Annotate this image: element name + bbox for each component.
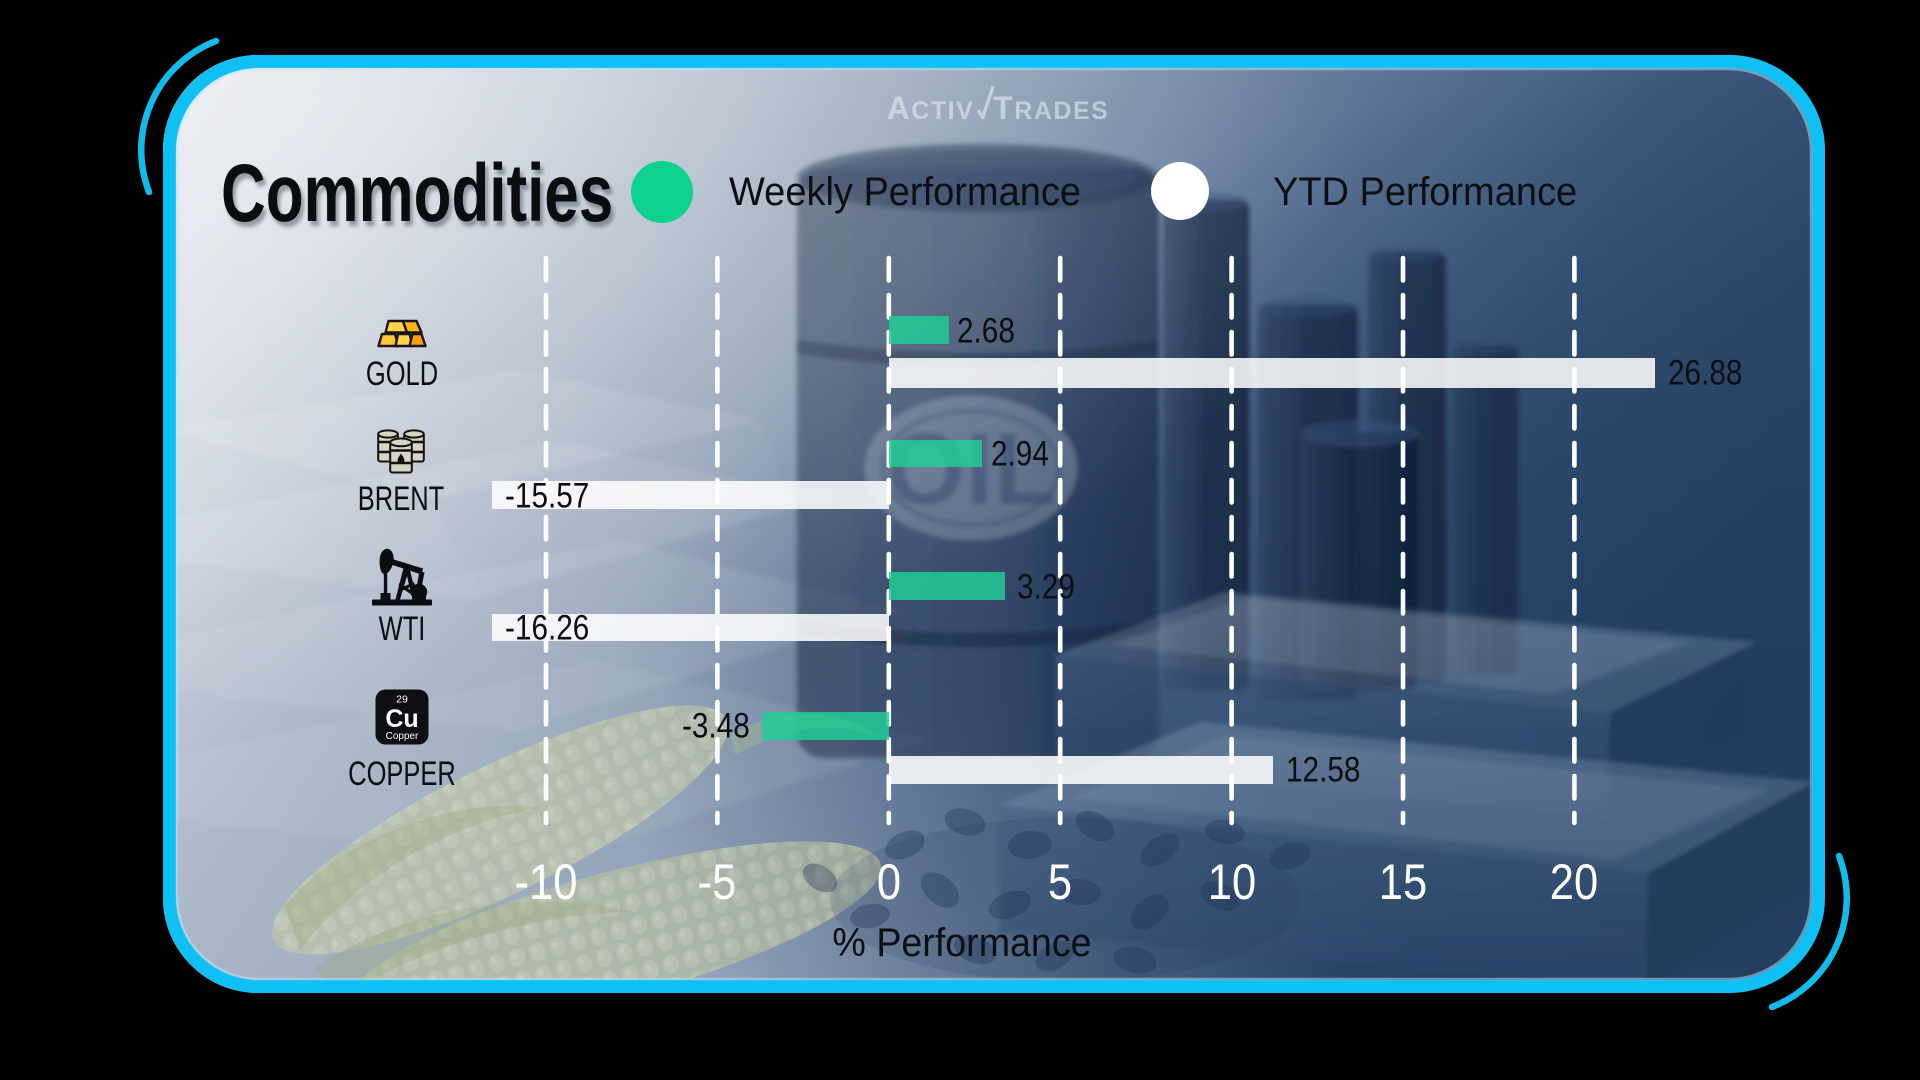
card-border	[163, 55, 1825, 993]
ytd-bar-brent	[491, 481, 889, 509]
x-tick-label: 0	[876, 854, 901, 910]
weekly-bar-gold	[889, 316, 949, 344]
category-label-gold: GOLD	[365, 355, 439, 393]
category-label-wti: WTI	[378, 610, 426, 648]
ytd-bar-wti	[491, 614, 889, 641]
weekly-bar-wti	[889, 572, 1005, 600]
ytd-value-copper: 12.58	[1286, 750, 1361, 790]
weekly-legend-label: Weekly Performance	[729, 170, 1081, 214]
weekly-value-gold: 2.68	[957, 311, 1015, 351]
x-axis-title: % Performance	[832, 921, 1092, 965]
weekly-value-copper: -3.48	[682, 706, 750, 746]
weekly-legend-dot-icon	[631, 161, 693, 223]
x-tick-label: 5	[1048, 854, 1073, 910]
x-tick-label: -5	[698, 854, 737, 910]
x-tick-label: 20	[1550, 854, 1599, 910]
corner-arc-decorations	[137, 37, 1851, 1011]
x-tick-label: 10	[1207, 854, 1256, 910]
ytd-value-brent: -15.57	[505, 476, 590, 516]
oil-barrels-icon	[376, 428, 426, 480]
ytd-bar-copper	[889, 756, 1273, 784]
category-label-copper: COPPER	[348, 755, 456, 793]
category-label-brent: BRENT	[357, 480, 445, 518]
ytd-bar-gold	[889, 358, 1655, 388]
page-title: Commodities	[221, 148, 614, 239]
x-tick-label: 15	[1378, 854, 1428, 910]
card-border-inner-glow	[175, 67, 1813, 981]
gold-bars-icon	[376, 319, 428, 353]
ytd-legend-label: YTD Performance	[1273, 170, 1578, 214]
gridlines	[543, 255, 1577, 826]
weekly-bar-brent	[889, 440, 982, 467]
ytd-value-gold: 26.88	[1668, 353, 1743, 393]
ytd-value-wti: -16.26	[505, 608, 590, 648]
logo-text-activ-initial: A	[886, 90, 912, 126]
oil-pumpjack-icon	[371, 545, 433, 611]
logo-check-slash-icon	[976, 85, 995, 119]
weekly-value-brent: 2.94	[991, 434, 1049, 474]
logo-text-trades: RADES	[1014, 97, 1110, 125]
x-tick-label: -10	[514, 854, 578, 910]
logo-text-activ: CTIV	[911, 97, 975, 125]
copper-element-icon	[374, 688, 430, 751]
weekly-bar-copper	[762, 712, 889, 740]
weekly-value-wti: 3.29	[1017, 567, 1075, 607]
ytd-legend-dot-icon	[1151, 162, 1209, 220]
brand-logo: A CTIV T RADES	[887, 84, 1110, 124]
logo-text-trades-initial: T	[993, 90, 1015, 126]
